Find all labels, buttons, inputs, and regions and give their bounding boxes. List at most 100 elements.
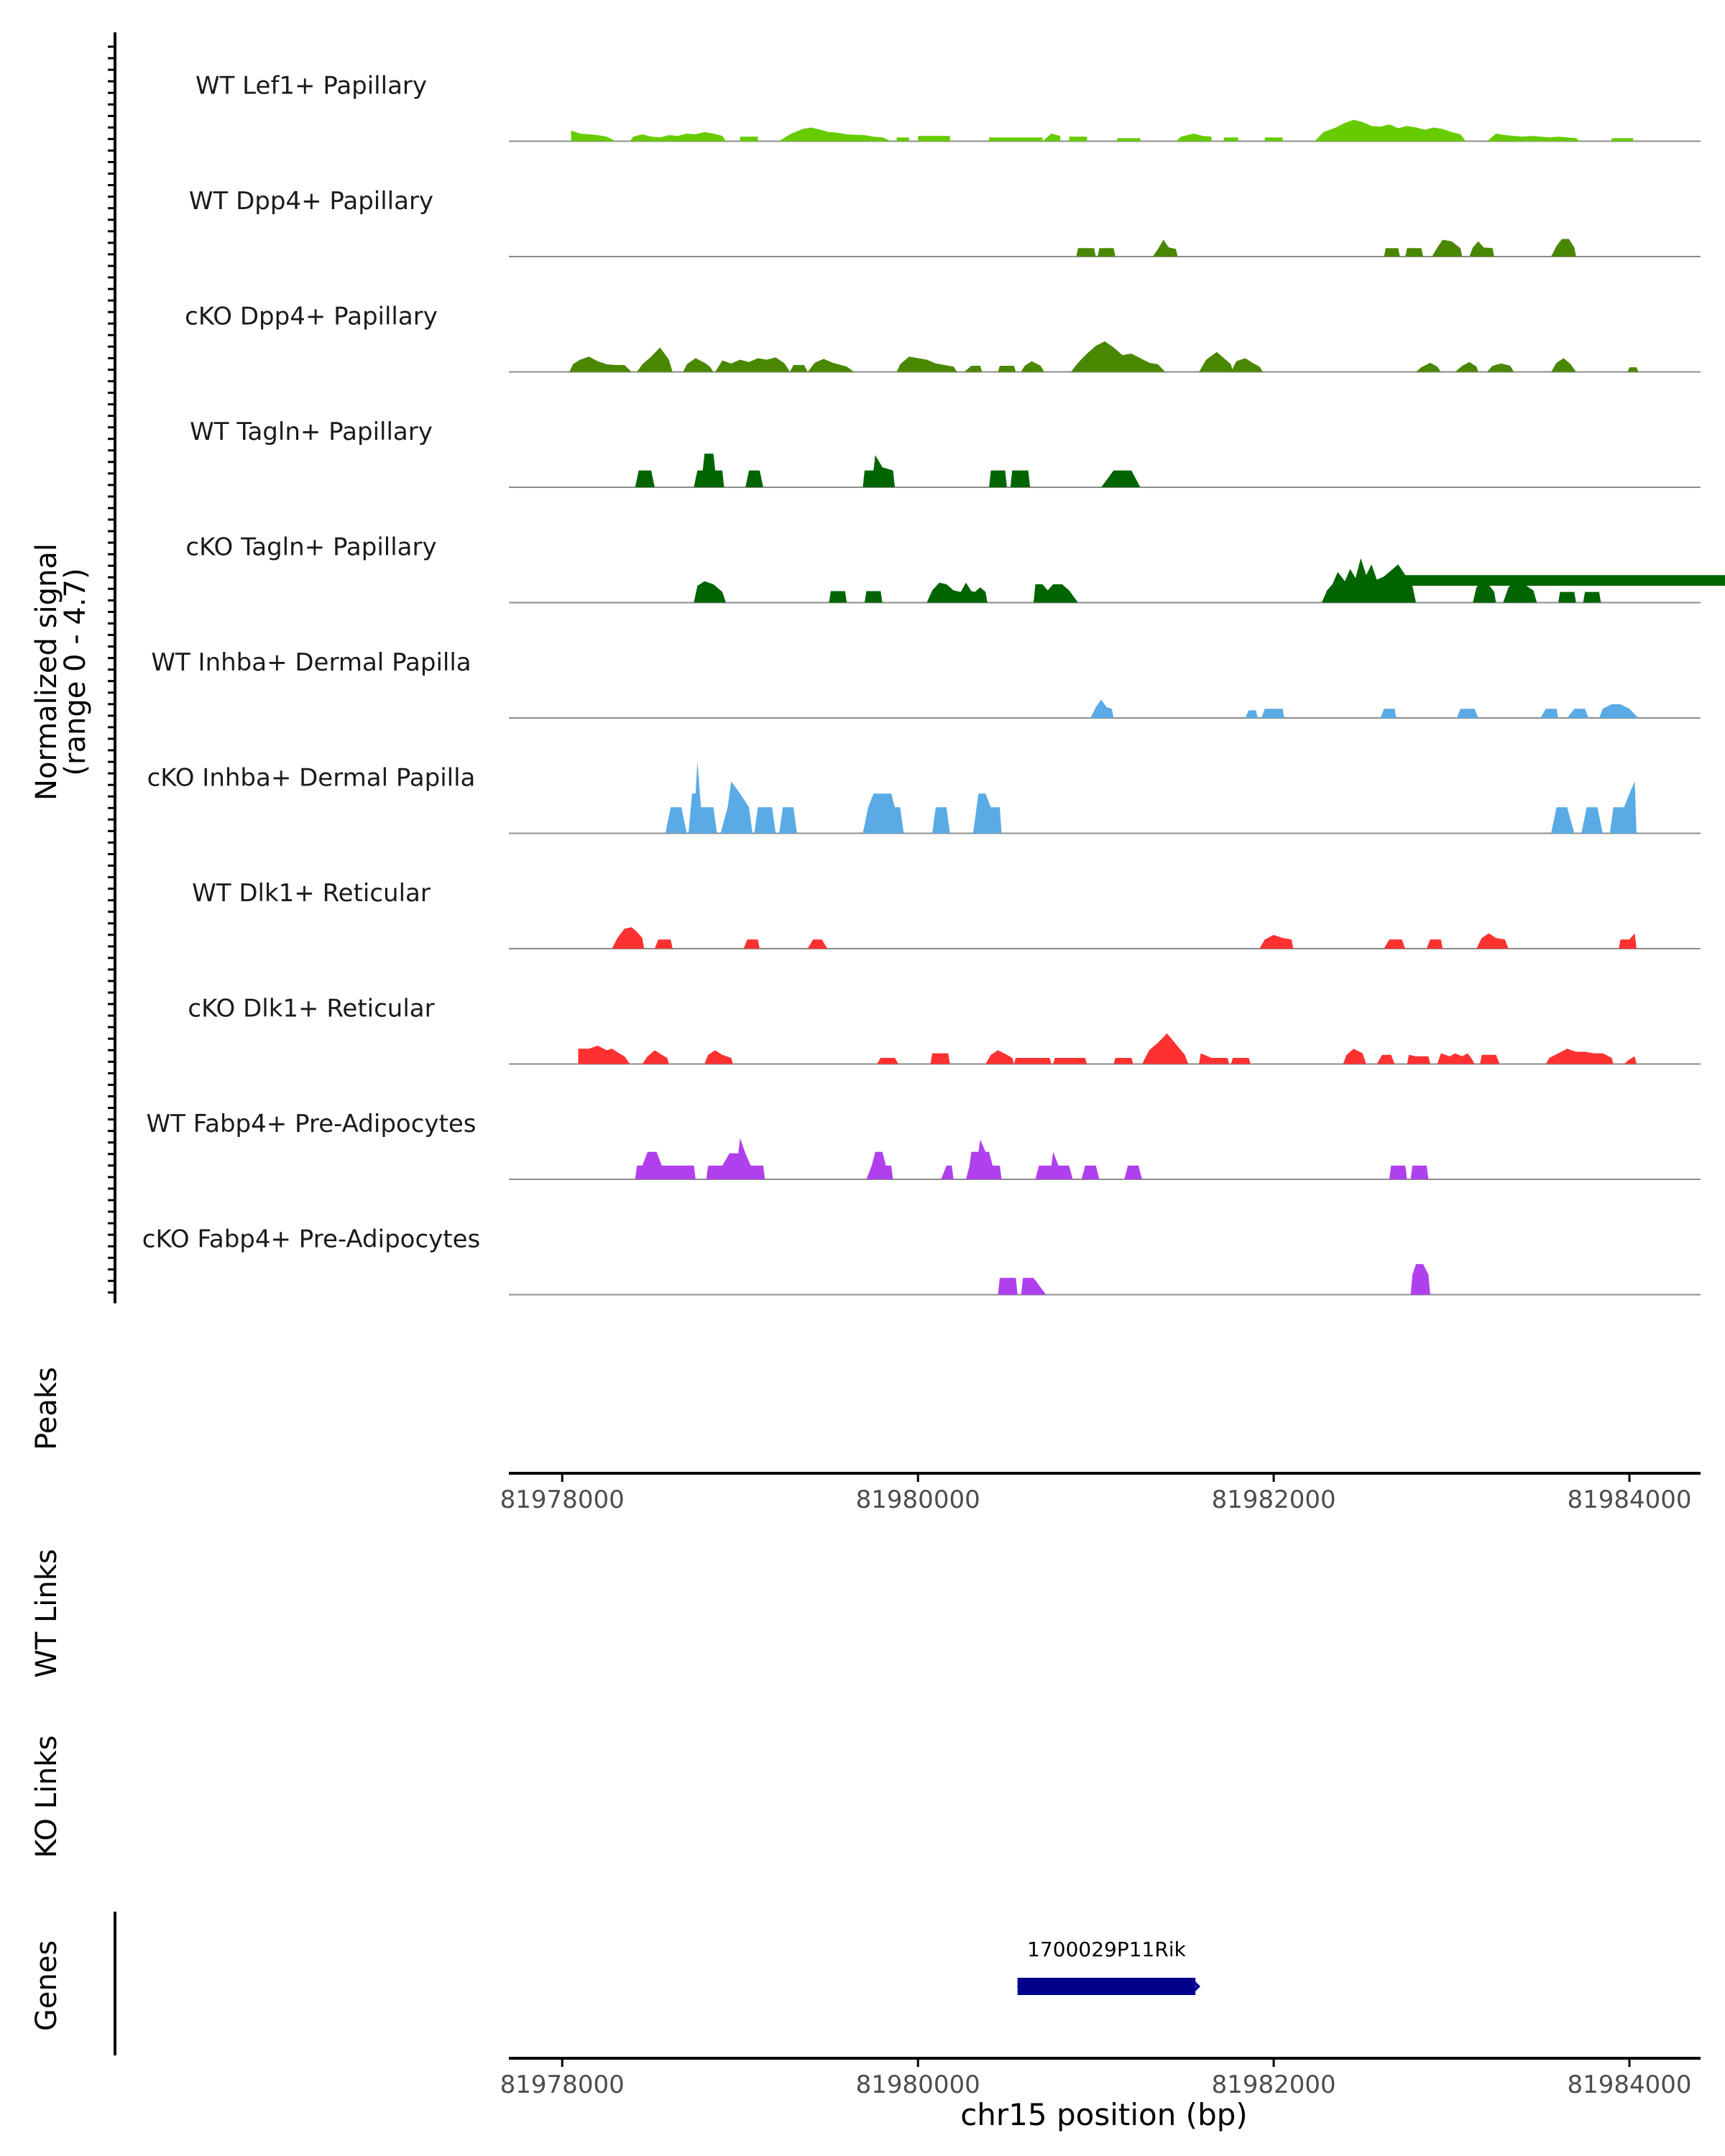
peaks-x-axis: 81978000 81980000 81982000 81984000 <box>500 1472 1701 1514</box>
coverage-area <box>1034 584 1078 603</box>
coverage-area <box>1176 133 1212 142</box>
track-9: WT Fabp4+ Pre-Adipocytes <box>147 1110 1701 1180</box>
coverage-area <box>926 582 988 603</box>
coverage-area <box>1021 361 1044 372</box>
coverage-y-axis-range-label: (range 0 - 4.7) <box>59 568 92 775</box>
coverage-area <box>754 807 776 834</box>
coverage-area <box>1432 239 1463 257</box>
track-1: WT Dpp4+ Papillary <box>189 187 1701 257</box>
coverage-area <box>1551 239 1576 257</box>
coverage-area <box>998 366 1016 372</box>
coverage-area <box>1627 367 1639 372</box>
coverage-area <box>1264 137 1283 142</box>
coverage-area <box>1098 248 1116 257</box>
coverage-area <box>966 1139 1002 1179</box>
coverage-area <box>1315 119 1466 142</box>
coverage-area <box>1487 133 1580 142</box>
coverage-area <box>998 1278 1018 1295</box>
coverage-area <box>1469 241 1494 257</box>
coverage-area <box>896 356 957 372</box>
coverage-area <box>1013 1058 1052 1064</box>
coverage-area <box>1230 358 1264 372</box>
coverage-area <box>1416 362 1441 372</box>
coverage-area <box>1081 1165 1100 1179</box>
coverage-area <box>779 127 891 142</box>
coverage-area <box>706 1138 765 1179</box>
x-tick-label: 81978000 <box>500 2070 625 2099</box>
coverage-area <box>1376 1054 1395 1064</box>
x-tick-label: 81978000 <box>500 1485 625 1514</box>
coverage-area <box>1405 248 1423 257</box>
track-label: cKO Tagln+ Papillary <box>185 533 436 562</box>
coverage-area <box>1551 807 1575 834</box>
coverage-area <box>1261 709 1284 718</box>
coverage-area <box>1598 704 1639 718</box>
coverage-area <box>578 1046 630 1064</box>
track-label: cKO Dpp4+ Papillary <box>185 303 438 331</box>
track-label: cKO Fabp4+ Pre-Adipocytes <box>142 1225 481 1254</box>
coverage-area <box>1021 1278 1046 1295</box>
track-6: cKO Inhba+ Dermal Papilla <box>147 761 1701 834</box>
coverage-area <box>1545 1049 1614 1064</box>
coverage-area <box>1437 1053 1475 1064</box>
gene-strand-arrow <box>1016 1978 1028 1995</box>
coverage-area <box>1581 807 1603 834</box>
coverage-area <box>1152 239 1178 257</box>
coverage-area <box>1069 137 1087 142</box>
gene-end-cap <box>1190 1978 1201 1995</box>
coverage-area <box>1245 710 1258 718</box>
coverage-area <box>1624 1056 1637 1064</box>
coverage-area <box>1035 1151 1073 1179</box>
track-8: cKO Dlk1+ Reticular <box>188 995 1701 1065</box>
track-label: WT Fabp4+ Pre-Adipocytes <box>147 1110 477 1138</box>
x-tick-label: 81984000 <box>1567 2070 1691 2099</box>
coverage-area <box>1321 558 1725 603</box>
coverage-area <box>1583 591 1601 603</box>
coverage-area <box>790 364 808 372</box>
coverage-area <box>1567 709 1589 718</box>
track-2: cKO Dpp4+ Papillary <box>185 303 1701 373</box>
coverage-area <box>807 939 827 949</box>
coverage-area <box>715 357 790 372</box>
track-5: WT Inhba+ Dermal Papilla <box>151 648 1701 719</box>
coverage-area <box>1407 1054 1430 1064</box>
coverage-area <box>637 347 673 372</box>
coverage-area <box>779 807 797 834</box>
coverage-area <box>896 137 909 142</box>
coverage-area <box>1455 361 1478 372</box>
ko-links-panel-label: KO Links <box>30 1736 63 1858</box>
coverage-area <box>1142 1033 1189 1064</box>
coverage-area <box>1230 1058 1251 1064</box>
x-tick-label: 81982000 <box>1212 2070 1336 2099</box>
track-label: cKO Inhba+ Dermal Papilla <box>147 764 476 793</box>
coverage-area <box>1480 1054 1500 1064</box>
coverage-area <box>1619 933 1637 949</box>
coverage-area <box>745 470 763 487</box>
coverage-area <box>694 453 724 487</box>
track-0: WT Lef1+ Papillary <box>196 72 1701 142</box>
gene-label: 1700029P11Rik <box>1027 1938 1186 1961</box>
coverage-area <box>829 591 847 603</box>
coverage-area <box>1384 248 1400 257</box>
coverage-area <box>1611 138 1633 142</box>
coverage-area <box>1558 591 1576 603</box>
coverage-area <box>1410 1165 1429 1179</box>
coverage-area <box>964 366 983 372</box>
coverage-area <box>1053 1058 1087 1064</box>
track-label: cKO Dlk1+ Reticular <box>188 995 434 1023</box>
coverage-area <box>807 359 855 372</box>
coverage-area <box>630 132 726 142</box>
coverage-area <box>688 761 717 834</box>
track-label: WT Tagln+ Papillary <box>190 418 433 446</box>
coverage-area <box>862 793 904 834</box>
coverage-area <box>1071 341 1166 372</box>
coverage-area <box>1076 248 1096 257</box>
coverage-area <box>972 793 1002 834</box>
track-4: cKO Tagln+ Papillary <box>185 533 1725 604</box>
coverage-area <box>1380 709 1397 718</box>
x-axis-title: chr15 position (bp) <box>960 2097 1248 2132</box>
coverage-area <box>1090 699 1114 718</box>
x-tick-label: 81982000 <box>1212 1485 1336 1514</box>
